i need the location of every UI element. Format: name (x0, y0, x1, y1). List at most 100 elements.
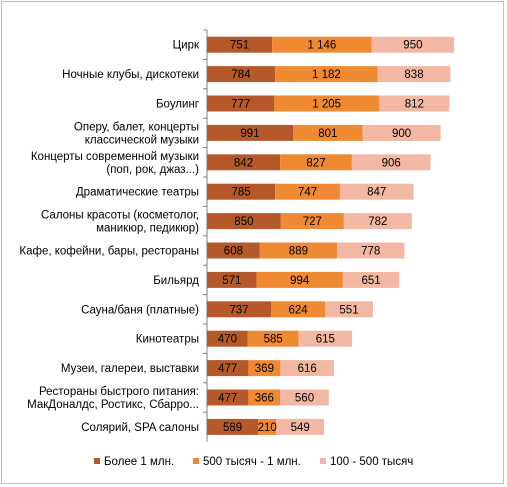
bar-segment (248, 389, 281, 406)
bar-segment (207, 301, 271, 318)
data-label: 812 (405, 99, 424, 111)
data-label: 950 (403, 40, 422, 52)
bar-segment (207, 154, 281, 171)
data-label: 838 (404, 69, 423, 81)
bar-segment (298, 330, 352, 347)
data-label: 1 146 (308, 40, 337, 52)
data-label: 551 (339, 304, 358, 316)
data-label: 589 (223, 422, 242, 434)
category-label: Музеи, галереи, выставки (61, 363, 199, 375)
data-label: 651 (362, 275, 381, 287)
category-label: Рестораны быстрого питания: МакДоналдс, Р… (27, 386, 199, 411)
legend-swatch (320, 458, 326, 464)
bar-segment (276, 418, 325, 435)
data-label: 549 (291, 422, 310, 434)
category-label: Салоны красоты (косметолог, маникюр, педи… (41, 210, 199, 235)
data-label: 1 205 (312, 99, 341, 111)
data-label: 782 (368, 216, 387, 228)
bar-segment (371, 36, 455, 53)
bar-segment (275, 66, 378, 83)
bar-segment (207, 213, 281, 230)
bar-segment (256, 271, 343, 288)
category-label: Оперу, балет, концерты классической музык… (74, 121, 199, 146)
data-label: 889 (289, 246, 308, 258)
bar-segment (280, 389, 329, 406)
bar-segment (377, 66, 451, 83)
data-label: 1 182 (312, 69, 341, 81)
bar-segment (207, 389, 249, 406)
data-label: 470 (218, 334, 237, 346)
category-label: Сауна/баня (платные) (81, 304, 199, 316)
data-label: 747 (298, 187, 317, 199)
data-label: 616 (298, 363, 317, 375)
data-label: 994 (290, 275, 310, 287)
data-label: 737 (229, 304, 248, 316)
bar-segment (207, 36, 273, 53)
data-label: 751 (230, 40, 249, 52)
data-label: 624 (289, 304, 309, 316)
category-label: Бильярд (153, 275, 199, 287)
bar-segment (280, 213, 344, 230)
bar-segment (280, 360, 334, 377)
data-label: 608 (224, 246, 243, 258)
data-label: 615 (316, 334, 335, 346)
bar-segment (207, 66, 276, 83)
bar-segment (207, 183, 276, 200)
bar-segment (258, 418, 277, 435)
bar-segment (207, 271, 257, 288)
data-label: 847 (367, 187, 386, 199)
category-label: Концерты современной музыки (поп, рок, дж… (31, 151, 199, 176)
data-label: 477 (218, 363, 237, 375)
bar-segment (207, 330, 248, 347)
category-label: Драматические театры (76, 187, 199, 199)
data-label: 906 (382, 157, 401, 169)
data-label: 842 (234, 157, 253, 169)
bar-segment (274, 95, 379, 112)
bar-segment (293, 124, 363, 141)
bar-segment (248, 360, 281, 377)
bar-segment (207, 242, 260, 259)
bar-segment (351, 154, 431, 171)
data-label: 991 (240, 128, 259, 140)
category-label: Ночные клубы, дискотеки (62, 69, 199, 81)
legend-swatch (193, 458, 199, 464)
bar-segment (336, 242, 405, 259)
data-label: 778 (361, 246, 380, 258)
bar-segment (379, 95, 450, 112)
legend-label: Более 1 млн. (104, 456, 174, 468)
bar-segment (272, 36, 372, 53)
data-label: 369 (255, 363, 274, 375)
bar-segment (207, 95, 275, 112)
category-label: Цирк (173, 40, 200, 52)
bar-segment (362, 124, 441, 141)
data-label: 366 (255, 393, 274, 405)
data-label: 727 (303, 216, 322, 228)
bar-segment (280, 154, 352, 171)
data-label: 850 (234, 216, 253, 228)
data-label: 777 (231, 99, 250, 111)
data-label: 900 (392, 128, 411, 140)
bar-segment (271, 301, 326, 318)
data-label: 560 (295, 393, 314, 405)
legend-swatch (94, 458, 100, 464)
bar-segment (207, 124, 293, 141)
bar-segment (259, 242, 337, 259)
data-label: 784 (231, 69, 251, 81)
data-label: 801 (318, 128, 337, 140)
bar-segment (207, 418, 259, 435)
bar-segment (207, 360, 249, 377)
data-label: 585 (264, 334, 283, 346)
data-label: 477 (218, 393, 237, 405)
legend-label: 500 тысяч - 1 млн. (203, 456, 301, 468)
bar-segment (340, 183, 414, 200)
bar-segment (325, 301, 373, 318)
category-label: Кафе, кофейни, бары, рестораны (19, 246, 199, 258)
bar-segment (275, 183, 340, 200)
bar-segment (342, 271, 400, 288)
legend-label: 100 - 500 тысяч (330, 456, 413, 468)
category-label: Солярий, SPA салоны (81, 422, 199, 434)
data-label: 571 (222, 275, 241, 287)
bar-segment (343, 213, 412, 230)
